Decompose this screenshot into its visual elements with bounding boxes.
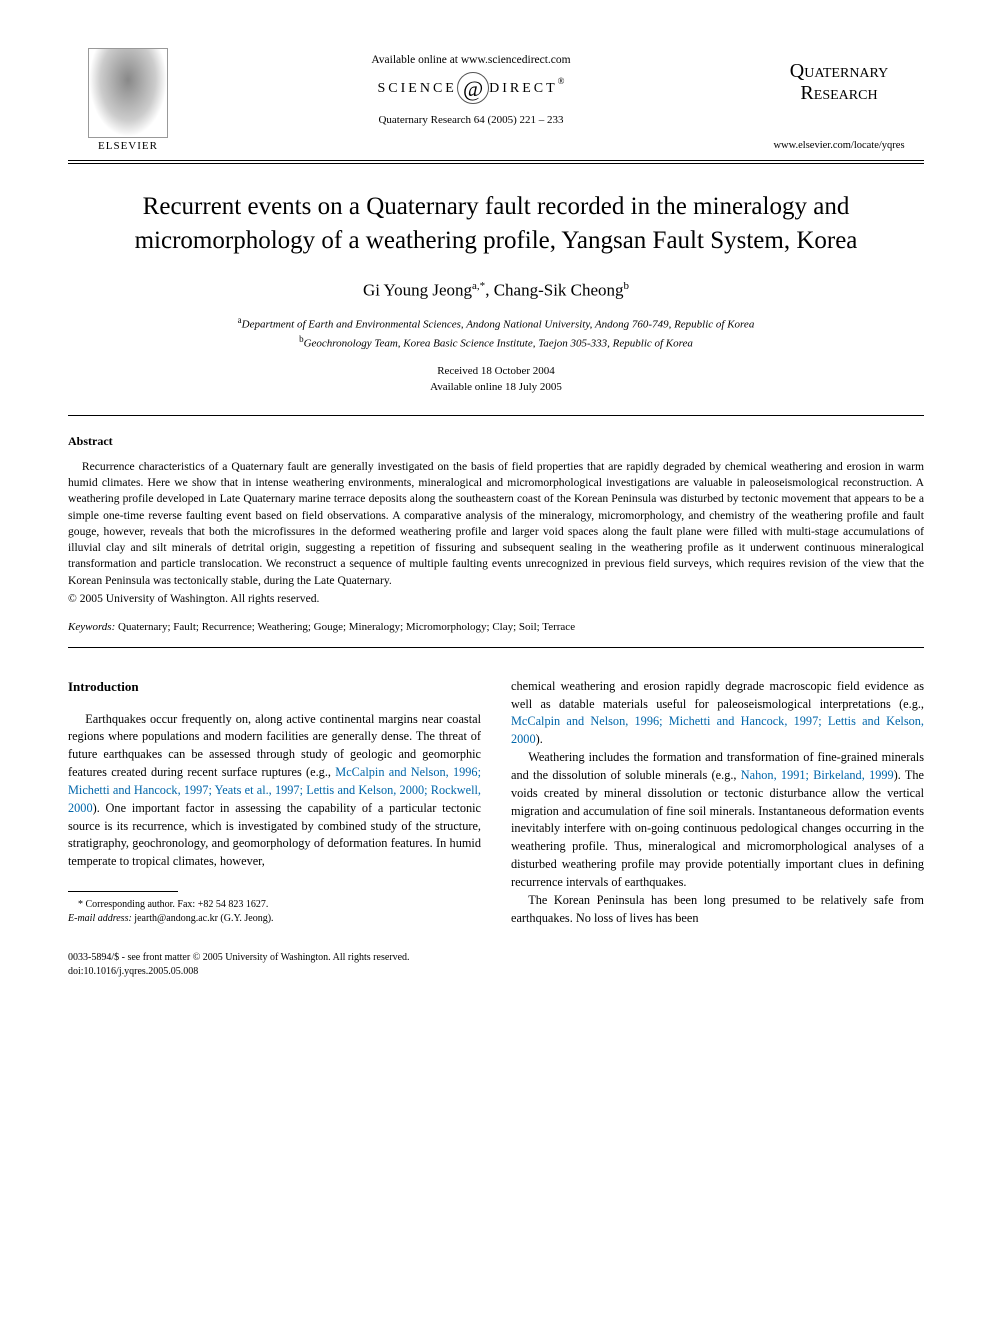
intro-para-1: Earthquakes occur frequently on, along a…: [68, 711, 481, 871]
body-columns: Introduction Earthquakes occur frequentl…: [68, 678, 924, 928]
rule: [68, 160, 924, 161]
affiliations: aDepartment of Earth and Environmental S…: [68, 314, 924, 352]
received-date: Received 18 October 2004: [437, 365, 555, 377]
sd-registered-icon: ®: [558, 76, 565, 86]
intro-para-1-cont: chemical weathering and erosion rapidly …: [511, 678, 924, 749]
right-column: chemical weathering and erosion rapidly …: [511, 678, 924, 928]
journal-block: Quaternary Research www.elsevier.com/loc…: [754, 48, 924, 151]
header-center: Available online at www.sciencedirect.co…: [188, 48, 754, 126]
elsevier-tree-icon: [88, 48, 168, 138]
footer-doi: doi:10.1016/j.yqres.2005.05.008: [68, 966, 198, 977]
rule: [68, 647, 924, 648]
author-2-sup: b: [624, 280, 630, 292]
sd-left: SCIENCE: [378, 81, 457, 96]
sd-right: DIRECT: [489, 81, 558, 96]
citation-link[interactable]: McCalpin and Nelson, 1996; Michetti and …: [511, 714, 924, 746]
author-1: Gi Young Jeong: [363, 280, 472, 299]
abstract-heading: Abstract: [68, 434, 924, 449]
email-value: jearth@andong.ac.kr (G.Y. Jeong).: [132, 913, 274, 924]
journal-name: Quaternary Research: [754, 60, 924, 104]
publisher-label: ELSEVIER: [68, 140, 188, 152]
abstract-body: Recurrence characteristics of a Quaterna…: [68, 459, 924, 589]
affiliation-b: Geochronology Team, Korea Basic Science …: [304, 338, 693, 350]
article-dates: Received 18 October 2004 Available onlin…: [68, 364, 924, 395]
keywords-label: Keywords:: [68, 621, 115, 633]
left-column: Introduction Earthquakes occur frequentl…: [68, 678, 481, 928]
keywords-list: Quaternary; Fault; Recurrence; Weatherin…: [115, 621, 575, 633]
rule-short: [68, 891, 178, 892]
sd-at-icon: @: [463, 76, 483, 101]
section-heading-introduction: Introduction: [68, 678, 481, 697]
corresponding-author: * Corresponding author. Fax: +82 54 823 …: [68, 898, 481, 926]
publisher-logo-block: ELSEVIER: [68, 48, 188, 152]
author-1-sup: a,*: [472, 280, 485, 292]
corresp-line: * Corresponding author. Fax: +82 54 823 …: [78, 899, 268, 910]
affiliation-a: Department of Earth and Environmental Sc…: [242, 319, 755, 331]
header: ELSEVIER Available online at www.science…: [68, 48, 924, 152]
intro-para-3: The Korean Peninsula has been long presu…: [511, 892, 924, 928]
keywords: Keywords: Quaternary; Fault; Recurrence;…: [68, 621, 924, 633]
article-title: Recurrent events on a Quaternary fault r…: [88, 190, 904, 258]
authors: Gi Young Jeonga,*, Chang-Sik Cheongb: [68, 280, 924, 301]
intro-para-2: Weathering includes the formation and tr…: [511, 749, 924, 892]
online-date: Available online 18 July 2005: [430, 381, 562, 393]
available-online-text: Available online at www.sciencedirect.co…: [188, 54, 754, 66]
journal-url: www.elsevier.com/locate/yqres: [754, 140, 924, 151]
author-2: Chang-Sik Cheong: [494, 280, 624, 299]
footer-line-1: 0033-5894/$ - see front matter © 2005 Un…: [68, 952, 410, 963]
page-footer: 0033-5894/$ - see front matter © 2005 Un…: [68, 951, 924, 979]
rule: [68, 163, 924, 164]
rule: [68, 415, 924, 416]
citation-line: Quaternary Research 64 (2005) 221 – 233: [188, 114, 754, 126]
email-label: E-mail address:: [68, 913, 132, 924]
sciencedirect-logo: SCIENCE @ DIRECT®: [378, 76, 565, 102]
citation-link[interactable]: Nahon, 1991; Birkeland, 1999: [741, 768, 894, 782]
abstract-copyright: © 2005 University of Washington. All rig…: [68, 592, 924, 605]
